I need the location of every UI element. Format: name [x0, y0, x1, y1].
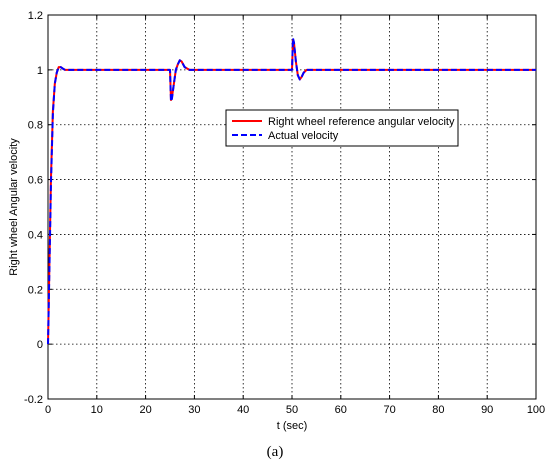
y-axis-label: Right wheel Angular velocity [8, 138, 20, 276]
x-tick-label: 10 [91, 404, 103, 416]
x-tick-label: 20 [139, 404, 151, 416]
x-tick-label: 50 [286, 404, 298, 416]
x-tick-label: 90 [481, 404, 493, 416]
grid-lines [48, 15, 536, 399]
y-tick-label: 1.2 [28, 10, 43, 22]
x-tick-label: 80 [432, 404, 444, 416]
y-tick-label: -0.2 [24, 394, 43, 406]
x-tick-label: 70 [383, 404, 395, 416]
y-tick-label: 0.6 [28, 175, 43, 187]
y-axis-ticks: -0.2 0 0.2 0.4 0.6 0.8 1 1.2 [24, 10, 536, 406]
x-tick-label: 0 [45, 404, 51, 416]
legend: Right wheel reference angular velocity A… [225, 109, 459, 147]
figure-caption: (a) [266, 444, 284, 460]
y-tick-label: 0.2 [28, 284, 43, 296]
x-tick-label: 30 [188, 404, 200, 416]
legend-label-actual: Actual velocity [268, 130, 339, 142]
series-lines [47, 37, 536, 345]
legend-box [225, 109, 459, 147]
x-tick-label: 40 [237, 404, 249, 416]
series-line-actual [47, 37, 536, 345]
legend-label-reference: Right wheel reference angular velocity [268, 116, 455, 128]
x-tick-label: 60 [335, 404, 347, 416]
y-tick-label: 0 [37, 339, 43, 351]
y-tick-label: 0.4 [28, 229, 43, 241]
y-tick-label: 0.8 [28, 120, 43, 132]
x-tick-label: 100 [527, 404, 545, 416]
x-axis-label: t (sec) [277, 420, 308, 432]
y-tick-label: 1 [37, 65, 43, 77]
x-axis-ticks: 0 10 20 30 40 50 60 70 80 90 100 [45, 15, 545, 416]
